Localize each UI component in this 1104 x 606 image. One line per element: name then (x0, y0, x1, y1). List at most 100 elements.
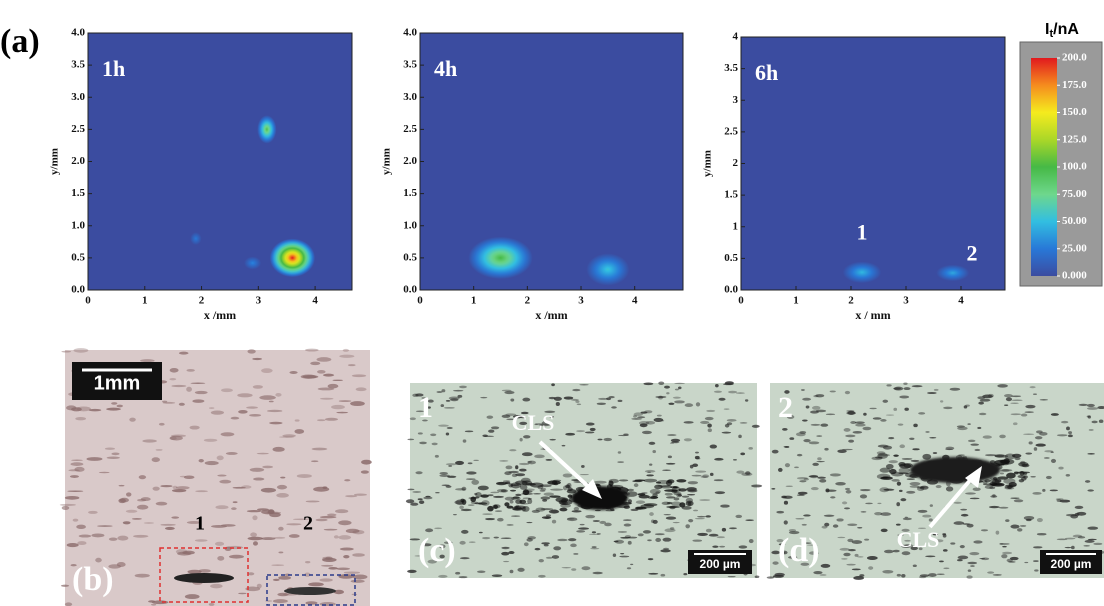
speckle (901, 457, 913, 460)
speckle (523, 542, 529, 547)
speckle (338, 400, 352, 403)
speckle (548, 509, 560, 514)
y-tick-label: 4 (733, 31, 739, 43)
speckle (1029, 386, 1036, 389)
speckle (589, 427, 596, 432)
speckle (1083, 545, 1090, 547)
speckle (272, 446, 285, 452)
speckle (253, 541, 258, 546)
speckle (518, 462, 530, 466)
speckle (1030, 476, 1036, 478)
x-tick-label: 3 (578, 295, 584, 307)
speckle (321, 564, 334, 567)
speckle (111, 452, 120, 456)
speckle (1087, 526, 1099, 530)
speckle (1086, 407, 1099, 410)
speckle (608, 478, 619, 484)
speckle (417, 432, 423, 435)
speckle (441, 389, 446, 393)
speckle (557, 538, 568, 542)
x-tick-label: 4 (632, 295, 638, 307)
speckle (136, 504, 149, 510)
speckle (1035, 443, 1046, 447)
speckle (422, 419, 428, 422)
map-label: 1h (102, 56, 125, 81)
speckle (882, 476, 888, 479)
speckle (450, 398, 459, 402)
speckle (681, 495, 690, 498)
speckle (470, 496, 477, 503)
speckle (250, 532, 257, 538)
speckle (638, 494, 650, 499)
speckle (95, 557, 102, 563)
speckle (650, 496, 659, 499)
speckle (1028, 441, 1033, 445)
speckle (566, 482, 572, 489)
speckle (688, 519, 694, 523)
speckle (647, 558, 654, 561)
speckle (122, 521, 131, 525)
speckle (848, 439, 855, 443)
speckle (1098, 419, 1104, 424)
speckle (801, 523, 807, 526)
speckle (670, 441, 680, 444)
speckle (510, 489, 517, 492)
speckle (443, 541, 453, 544)
speckle (445, 463, 457, 466)
speckle (1033, 560, 1039, 562)
speckle (493, 504, 498, 509)
speckle (338, 520, 352, 526)
hotspot (936, 264, 970, 282)
speckle (922, 453, 932, 460)
speckle (280, 476, 286, 479)
speckle (256, 452, 269, 455)
speckle (819, 478, 827, 483)
speckle (816, 461, 825, 463)
speckle (549, 415, 554, 418)
speckle (561, 566, 572, 569)
y-tick-label: 3.0 (71, 91, 85, 103)
speckle (237, 393, 253, 398)
speckle (929, 437, 937, 439)
speckle (439, 471, 449, 475)
speckle (1000, 472, 1004, 475)
speckle (726, 422, 733, 426)
speckle (660, 485, 673, 489)
speckle (579, 383, 589, 386)
speckle (919, 485, 929, 490)
speckle (541, 542, 550, 545)
speckle (545, 556, 553, 559)
speckle (160, 484, 173, 488)
speckle (966, 523, 974, 528)
y-tick-label: 1.5 (724, 189, 738, 201)
speckle (1064, 546, 1072, 549)
speckle (438, 574, 448, 578)
speckle (813, 395, 819, 398)
speckle (1056, 434, 1068, 437)
speckle (129, 417, 136, 422)
speckle (783, 500, 789, 505)
speckle (415, 393, 424, 397)
speckle (455, 460, 465, 465)
speckle (189, 425, 200, 430)
speckle (674, 400, 685, 404)
speckle (276, 493, 289, 498)
speckle (238, 409, 248, 414)
speckle (551, 555, 560, 559)
speckle (305, 500, 320, 503)
speckle (646, 474, 654, 477)
speckle (271, 564, 285, 566)
colorbar-tick-label: 125.0 (1062, 133, 1087, 145)
speckle (614, 539, 625, 544)
speckle (640, 411, 648, 414)
speckle (714, 491, 726, 495)
speckle (678, 488, 687, 492)
speckle (506, 524, 514, 526)
speckle (581, 465, 585, 468)
speckle (649, 512, 654, 516)
speckle (940, 400, 944, 403)
speckle (695, 402, 701, 407)
speckle (1058, 466, 1064, 470)
speckle (862, 426, 872, 431)
speckle (118, 484, 125, 487)
